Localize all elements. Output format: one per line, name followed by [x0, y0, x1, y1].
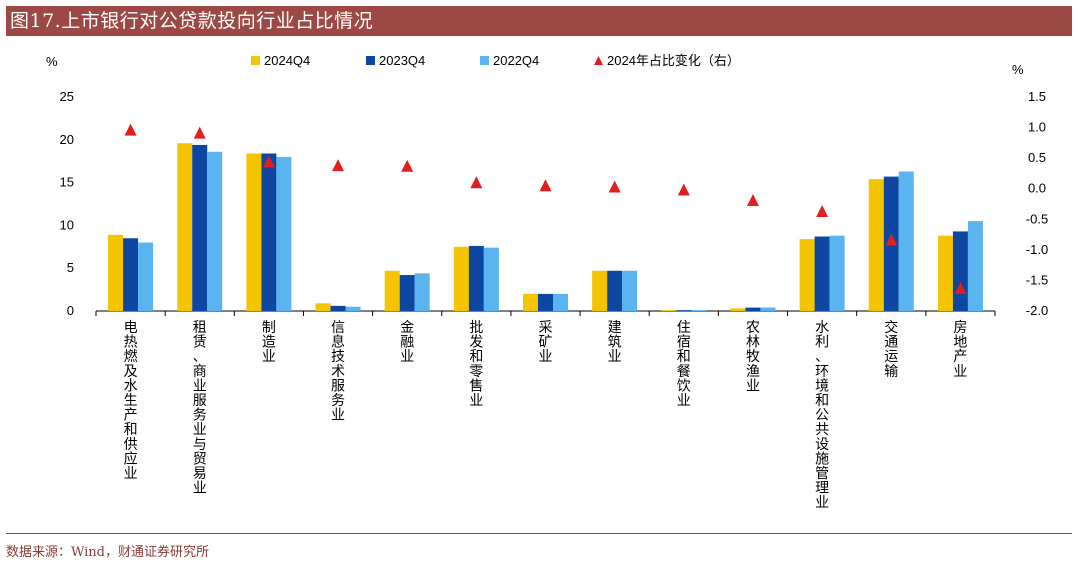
bar-2022Q4	[829, 235, 845, 311]
category-label: 水利、环境和公共设施管理业	[815, 320, 829, 511]
change-marker	[332, 159, 345, 172]
bar-2024Q4	[661, 310, 677, 311]
category-label: 批发和零售业	[469, 320, 483, 409]
y-axis-left-ticks: 0 5 10 15 20 25	[60, 89, 74, 318]
bar-2024Q4	[592, 270, 608, 311]
bar-2023Q4	[538, 293, 553, 311]
category-label: 信息技术服务业	[331, 320, 345, 424]
bar-2023Q4	[192, 144, 208, 311]
bar-2022Q4	[414, 273, 430, 311]
legend-swatch	[480, 56, 489, 65]
y-left-tick-label: 20	[60, 132, 74, 147]
y-right-tick-label: 0.0	[1028, 181, 1046, 196]
bar-2024Q4	[730, 308, 746, 311]
bar-2022Q4	[898, 171, 914, 311]
legend-label: 2022Q4	[493, 53, 539, 68]
bar-2022Q4	[967, 221, 983, 311]
y-left-tick-label: 15	[60, 175, 74, 190]
y-left-tick-label: 0	[67, 303, 74, 318]
bar-2023Q4	[399, 275, 415, 311]
bar-2023Q4	[676, 310, 692, 311]
bars-group	[108, 143, 983, 311]
legend-label: 2024Q4	[264, 53, 310, 68]
category-label: 租赁、商业服务业与贸易业	[193, 320, 207, 497]
source-note: 数据来源：Wind，财通证券研究所	[6, 545, 209, 560]
legend-label: 2024年占比变化（右）	[607, 53, 740, 68]
y-right-tick-label: -2.0	[1026, 303, 1048, 318]
category-label: 电热燃及水生产和供应业	[124, 320, 138, 482]
category-label: 制造业	[262, 320, 276, 365]
bar-2022Q4	[207, 151, 223, 311]
y-left-tick-label: 5	[67, 260, 74, 275]
bar-2023Q4	[468, 245, 484, 311]
y-left-tick-label: 25	[60, 89, 74, 104]
legend-marker	[594, 56, 603, 65]
y-right-tick-label: 1.0	[1028, 120, 1046, 135]
bar-2023Q4	[745, 307, 761, 311]
change-marker	[677, 183, 690, 196]
bar-2023Q4	[330, 305, 346, 311]
y-axis-left-unit: %	[46, 54, 58, 69]
category-label: 房地产业	[953, 320, 967, 380]
bar-2022Q4	[345, 306, 361, 311]
bar-2023Q4	[261, 153, 277, 311]
y-right-tick-label: 1.5	[1028, 89, 1046, 104]
bar-2024Q4	[384, 270, 400, 311]
change-marker	[124, 123, 137, 136]
change-marker	[401, 159, 414, 172]
legend: 2024Q4 2023Q4 2022Q4 2024年占比变化（右）	[251, 53, 740, 68]
bar-2024Q4	[937, 235, 953, 311]
y-axis-right-ticks: 1.5 1.0 0.5 0.0 -0.5 -1.0 -1.5 -2.0	[1026, 89, 1048, 318]
bar-2024Q4	[868, 179, 884, 311]
y-right-tick-label: -1.5	[1026, 272, 1048, 287]
change-marker	[470, 176, 483, 189]
markers-group	[124, 123, 967, 294]
legend-swatch	[251, 56, 260, 65]
bar-2022Q4	[553, 293, 568, 311]
category-labels: 电热燃及水生产和供应业 租赁、商业服务业与贸易业 制造业 信息技术服务业 金融业 批发和零…	[95, 311, 996, 511]
bar-2022Q4	[483, 247, 499, 311]
category-label: 住宿和餐饮业	[677, 320, 691, 409]
chart-title: 图17.上市银行对公贷款投向行业占比情况	[10, 10, 374, 32]
category-label: 金融业	[400, 320, 414, 365]
bar-2024Q4	[246, 153, 262, 311]
change-marker	[885, 233, 898, 246]
category-label: 农林牧渔业	[746, 320, 760, 394]
category-label: 采矿业	[539, 320, 553, 365]
y-left-tick-label: 10	[60, 217, 74, 232]
legend-label: 2023Q4	[379, 53, 425, 68]
y-right-tick-label: 0.5	[1028, 150, 1046, 165]
change-marker	[954, 281, 967, 294]
bar-2024Q4	[108, 234, 124, 311]
bar-2023Q4	[952, 231, 968, 311]
change-marker	[262, 155, 275, 168]
bar-2022Q4	[622, 270, 638, 311]
bar-2024Q4	[799, 239, 815, 311]
bar-2023Q4	[607, 270, 623, 311]
title-bar: 图17.上市银行对公贷款投向行业占比情况	[6, 6, 1072, 36]
bar-2023Q4	[123, 238, 139, 311]
change-marker	[539, 179, 552, 192]
chart-svg: 2024Q4 2023Q4 2022Q4 2024年占比变化（右） % % 0 5 10 1…	[46, 53, 1048, 511]
change-marker	[608, 180, 621, 193]
change-marker	[816, 204, 829, 217]
bar-2024Q4	[315, 303, 331, 311]
bar-2022Q4	[276, 156, 292, 311]
category-label: 交通运输	[884, 319, 898, 380]
legend-swatch	[366, 56, 375, 65]
change-marker	[746, 193, 759, 206]
y-right-tick-label: -0.5	[1026, 211, 1048, 226]
bar-2024Q4	[453, 246, 469, 311]
y-axis-right-unit: %	[1012, 62, 1024, 77]
bar-2022Q4	[691, 310, 707, 311]
bar-2023Q4	[814, 236, 830, 311]
category-label: 建筑业	[608, 320, 622, 365]
bar-2022Q4	[760, 307, 776, 311]
source-divider	[6, 533, 1072, 534]
y-right-tick-label: -1.0	[1026, 242, 1048, 257]
bar-2024Q4	[177, 143, 193, 311]
bar-2024Q4	[523, 293, 538, 311]
bar-2022Q4	[138, 242, 154, 311]
change-marker	[193, 126, 206, 139]
